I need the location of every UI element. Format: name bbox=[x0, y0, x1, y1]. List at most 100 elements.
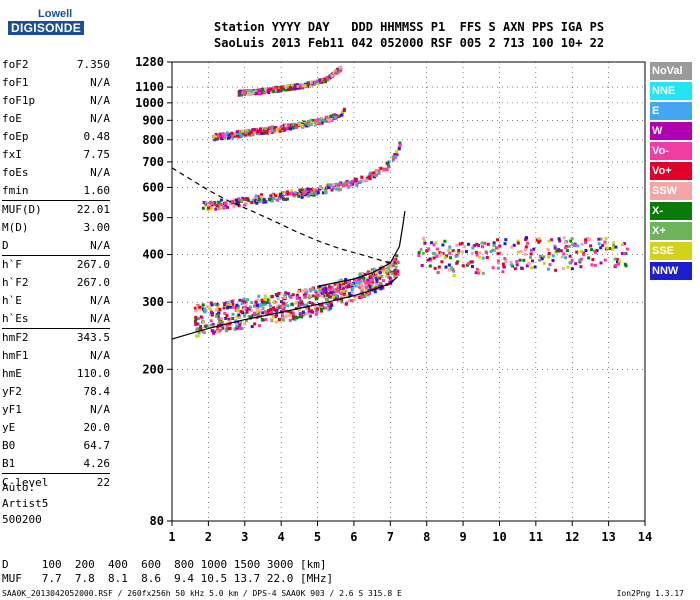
echo-point bbox=[295, 293, 299, 297]
echo-point bbox=[216, 325, 220, 329]
echo-point bbox=[398, 145, 402, 149]
echo-point bbox=[597, 237, 601, 241]
echo-point bbox=[621, 243, 624, 247]
echo-point bbox=[313, 81, 317, 84]
echo-point bbox=[343, 292, 347, 296]
echo-point bbox=[244, 129, 248, 133]
echo-point bbox=[338, 114, 342, 118]
echo-point bbox=[359, 294, 363, 298]
echo-point bbox=[538, 258, 542, 262]
echo-point bbox=[324, 290, 328, 294]
echo-point bbox=[207, 203, 210, 207]
echo-point bbox=[316, 191, 320, 195]
echo-point bbox=[455, 244, 459, 247]
echo-point bbox=[234, 319, 238, 323]
echo-point bbox=[213, 201, 217, 205]
echo-point bbox=[369, 283, 373, 287]
param-row: foEs N/A bbox=[2, 164, 110, 182]
echo-point bbox=[593, 263, 597, 267]
echo-point bbox=[440, 260, 444, 264]
param-value: N/A bbox=[90, 294, 110, 307]
echo-point bbox=[274, 194, 277, 198]
echo-point bbox=[330, 74, 334, 78]
echo-point bbox=[287, 86, 290, 90]
echo-point bbox=[291, 314, 295, 318]
echo-point bbox=[307, 293, 311, 297]
echo-point bbox=[226, 205, 229, 209]
echo-point bbox=[278, 129, 282, 133]
echo-point bbox=[435, 255, 439, 259]
echo-point bbox=[475, 267, 479, 271]
echo-point bbox=[533, 265, 537, 269]
echo-point bbox=[568, 254, 572, 258]
param-name: h`F2 bbox=[2, 276, 29, 289]
auto-label: Auto: bbox=[2, 481, 36, 494]
echo-point bbox=[266, 90, 270, 94]
echo-point bbox=[337, 289, 340, 293]
echo-point bbox=[303, 295, 307, 299]
echo-point bbox=[203, 307, 207, 311]
echo-point bbox=[258, 309, 262, 313]
echo-point bbox=[227, 322, 231, 326]
echo-point bbox=[250, 89, 254, 93]
echo-point bbox=[620, 252, 624, 255]
echo-point bbox=[433, 252, 437, 256]
echo-point bbox=[295, 83, 299, 87]
echo-point bbox=[262, 91, 266, 95]
param-name: B1 bbox=[2, 457, 16, 470]
echo-point bbox=[329, 115, 333, 119]
echo-point bbox=[380, 265, 384, 269]
echo-point bbox=[317, 121, 321, 125]
echo-point bbox=[256, 305, 260, 309]
echo-point bbox=[194, 315, 198, 319]
echo-point bbox=[421, 236, 425, 240]
echo-point bbox=[374, 173, 378, 177]
echo-point bbox=[601, 243, 605, 247]
echo-point bbox=[230, 136, 234, 140]
echo-point bbox=[551, 254, 555, 258]
echo-point bbox=[311, 287, 315, 291]
echo-point bbox=[286, 192, 290, 196]
echo-point bbox=[270, 294, 274, 298]
echo-point bbox=[269, 304, 272, 308]
echo-point bbox=[255, 201, 259, 205]
echo-point bbox=[298, 302, 302, 306]
muf-distance-table: D 100 200 400 600 800 1000 1500 3000 [km… bbox=[2, 558, 333, 586]
echo-point bbox=[247, 314, 251, 318]
param-row: MUF(D) 22.01 bbox=[2, 201, 110, 219]
echo-point bbox=[398, 143, 402, 147]
echo-point bbox=[477, 243, 481, 247]
echo-point bbox=[214, 308, 218, 312]
echo-point bbox=[249, 133, 253, 137]
echo-point bbox=[277, 88, 281, 92]
echo-point bbox=[193, 319, 197, 323]
echo-point bbox=[450, 266, 454, 270]
echo-point bbox=[370, 278, 374, 282]
echo-point bbox=[384, 268, 388, 272]
echo-point bbox=[503, 242, 507, 246]
echo-point bbox=[338, 66, 342, 70]
echo-point bbox=[597, 242, 601, 246]
echo-point bbox=[298, 315, 302, 319]
echo-point bbox=[420, 264, 424, 267]
echo-point bbox=[454, 254, 458, 258]
echo-point bbox=[612, 241, 616, 245]
echo-point bbox=[211, 322, 215, 326]
echo-point bbox=[483, 241, 487, 245]
echo-point bbox=[553, 246, 557, 250]
echo-point bbox=[309, 84, 312, 88]
echo-point bbox=[290, 83, 294, 87]
echo-point bbox=[240, 134, 244, 138]
echo-point bbox=[309, 80, 313, 84]
echo-point bbox=[242, 90, 246, 94]
x-tick-label: 2 bbox=[205, 530, 212, 544]
echo-point bbox=[273, 87, 277, 91]
param-name: D bbox=[2, 239, 9, 252]
echo-point bbox=[196, 334, 200, 338]
echo-point bbox=[461, 264, 465, 268]
echo-point bbox=[417, 251, 421, 255]
echo-point bbox=[250, 301, 254, 305]
echo-point bbox=[320, 80, 324, 84]
echo-point bbox=[270, 199, 274, 203]
